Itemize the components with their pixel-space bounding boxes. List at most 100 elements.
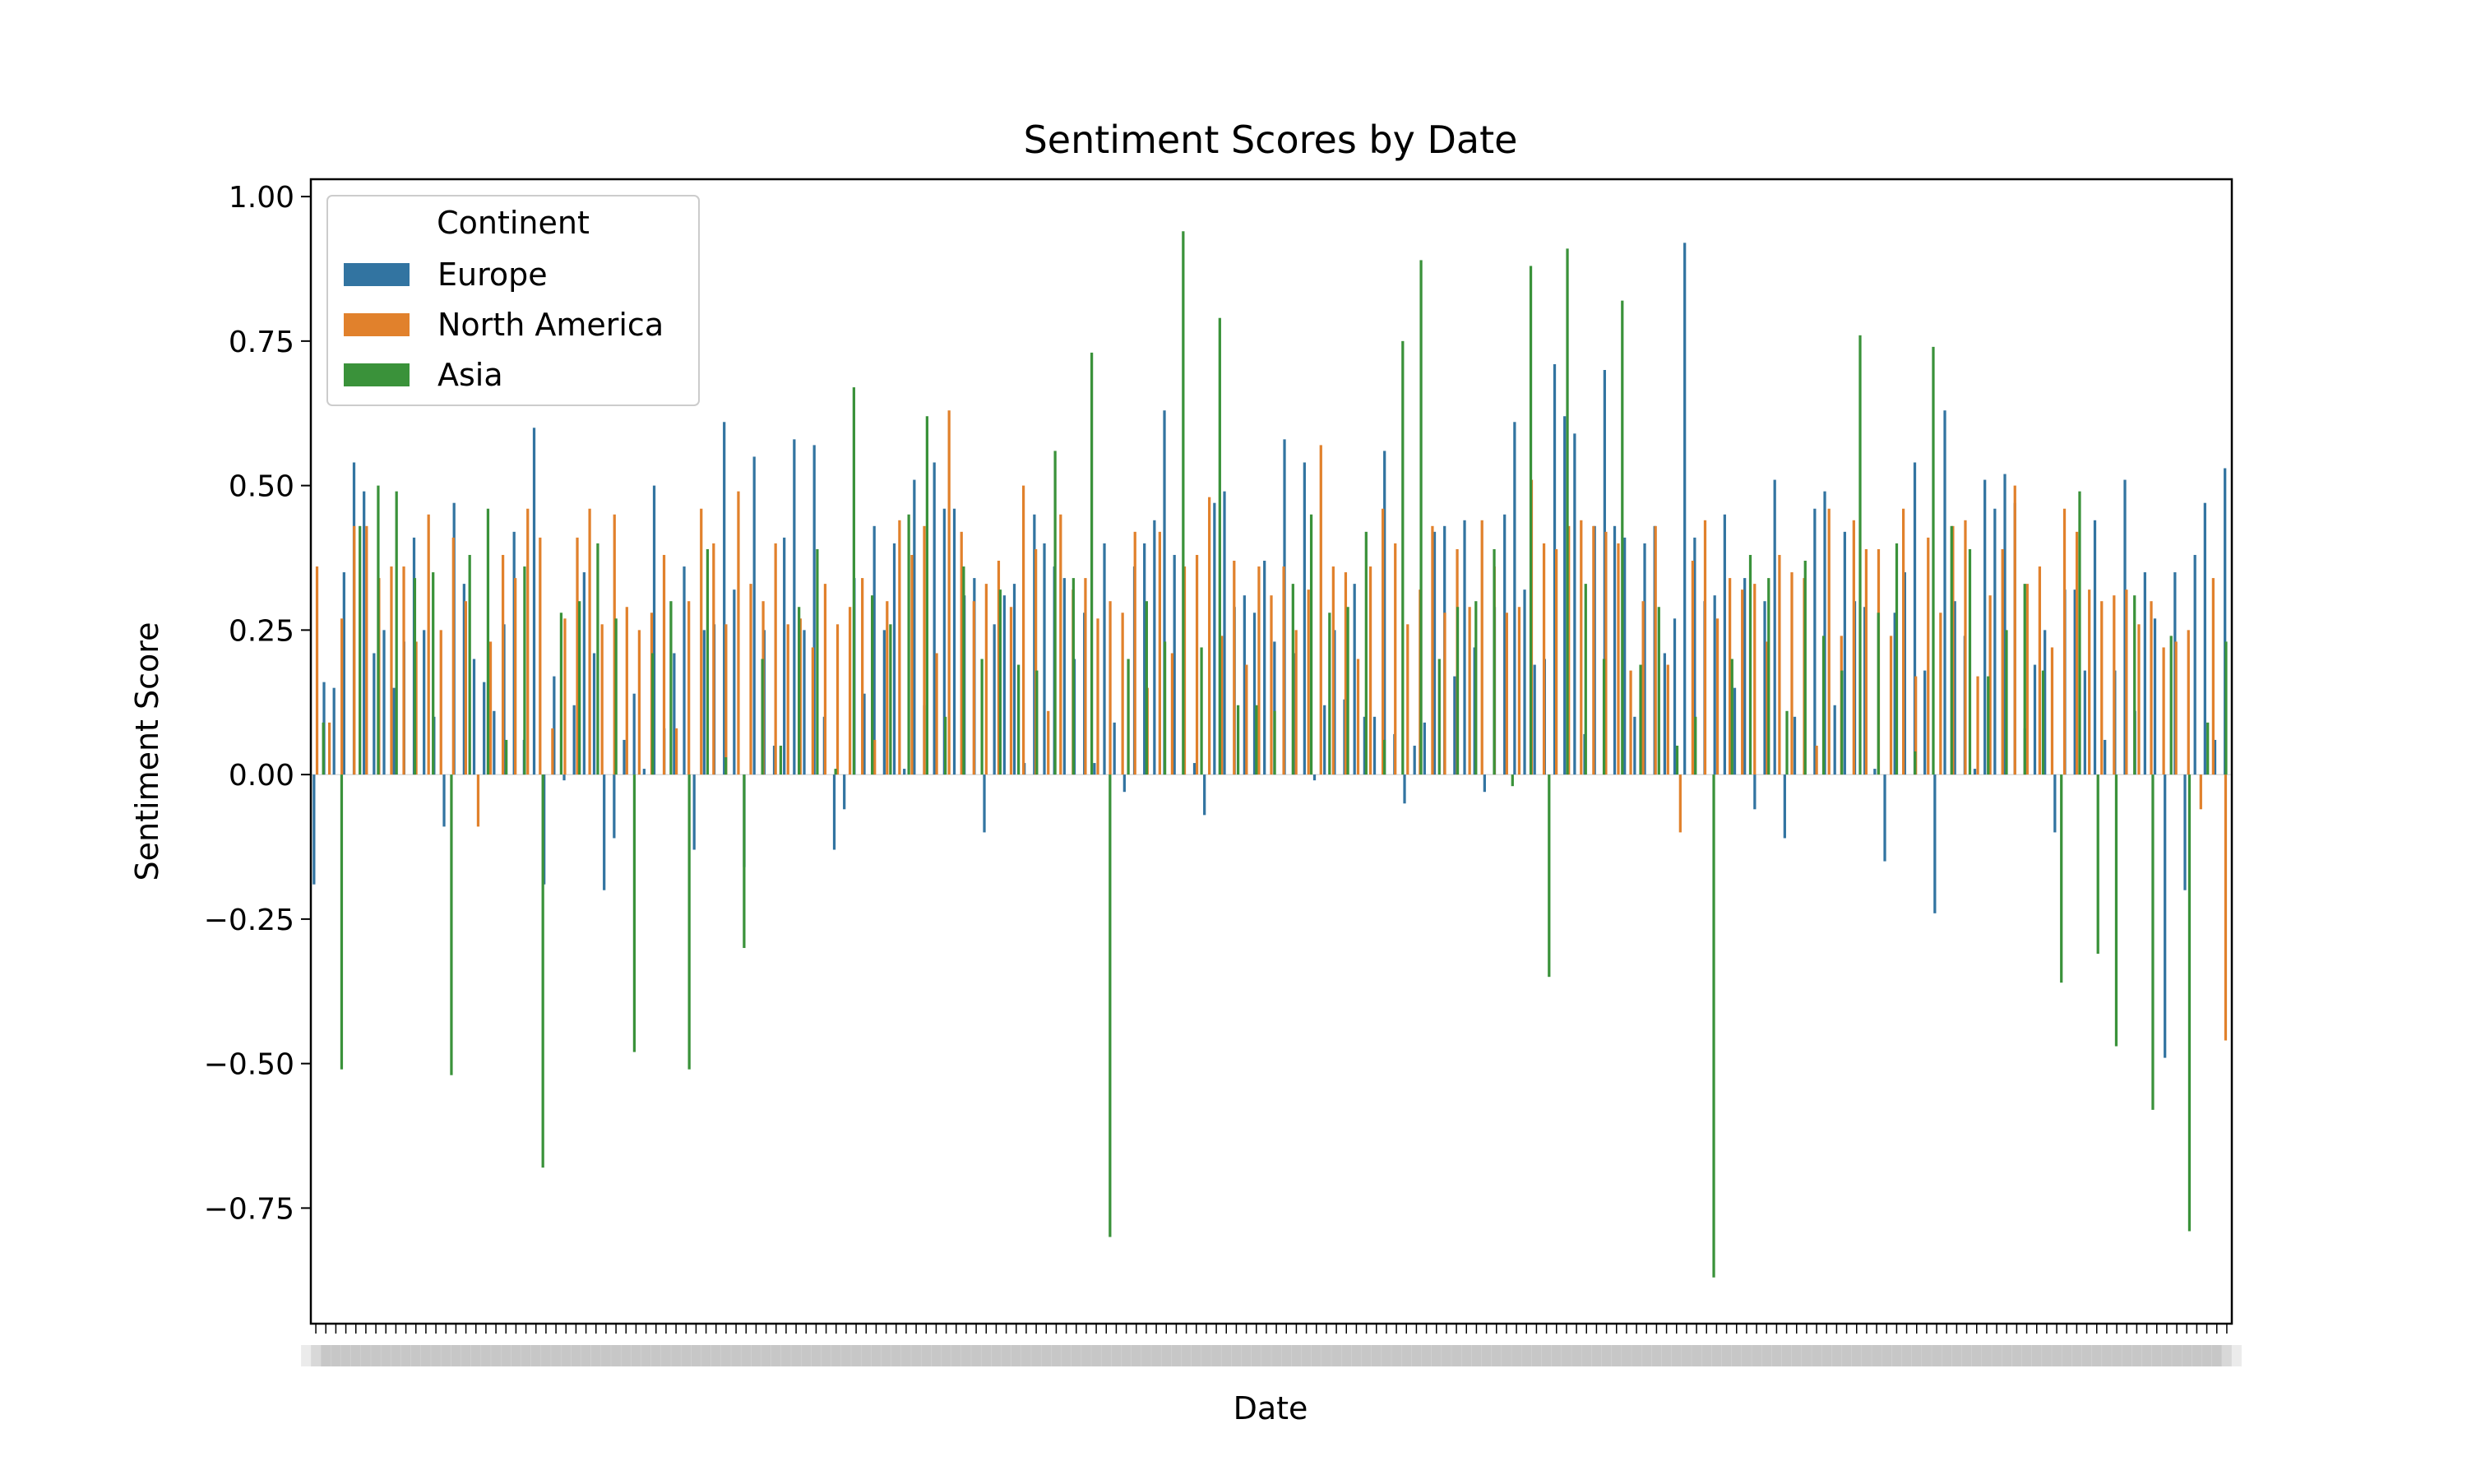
bar: [1346, 607, 1349, 775]
x-tick-label: [1922, 1345, 1952, 1366]
bar: [423, 630, 426, 775]
x-tick-label: [1221, 1345, 1252, 1366]
bar: [1113, 722, 1116, 775]
x-tick-label: [961, 1345, 992, 1366]
bar: [834, 769, 837, 775]
x-tick-label: [590, 1345, 621, 1366]
bar: [816, 548, 819, 775]
x-tick-label: [901, 1345, 932, 1366]
bar: [774, 543, 777, 775]
x-tick-label: [2011, 1345, 2042, 1366]
bar: [1553, 363, 1557, 775]
bar: [1431, 525, 1434, 775]
legend-swatch: [344, 263, 410, 286]
bar: [1889, 636, 1893, 775]
x-tick-label: [921, 1345, 951, 1366]
x-tick-label: [1971, 1345, 2002, 1366]
bar: [872, 525, 876, 775]
series-asia: [322, 231, 2228, 1278]
legend-label: Europe: [437, 257, 548, 293]
legend-title: Continent: [437, 205, 590, 241]
bar: [863, 693, 866, 775]
bar: [1939, 613, 1942, 775]
bar: [1932, 346, 1935, 775]
x-tick-label: [891, 1345, 921, 1366]
bar: [1406, 624, 1409, 775]
x-tick-label: [1382, 1345, 1412, 1366]
x-tick-label: [2112, 1345, 2142, 1366]
bar: [439, 630, 442, 775]
bar: [1158, 531, 1161, 775]
bar: [723, 422, 726, 775]
bar: [803, 630, 806, 775]
x-tick-label: [1651, 1345, 1682, 1366]
bar: [1059, 514, 1062, 775]
bar: [1852, 520, 1855, 775]
bar: [673, 653, 676, 775]
x-tick-label: [1141, 1345, 1172, 1366]
bar: [1951, 525, 1955, 775]
y-tick-label: −0.75: [204, 1192, 294, 1226]
x-tick-label: [1431, 1345, 1461, 1366]
x-tick-label: [1711, 1345, 1742, 1366]
x-tick-label: [801, 1345, 831, 1366]
x-tick-label: [1251, 1345, 1281, 1366]
bar: [873, 739, 877, 775]
x-tick-label: [2031, 1345, 2062, 1366]
bar: [1741, 589, 1744, 775]
x-tick-label: [2172, 1345, 2202, 1366]
x-tick-label: [1271, 1345, 1302, 1366]
bar: [1145, 601, 1148, 775]
bar: [464, 601, 468, 775]
x-tick-label: [1752, 1345, 1782, 1366]
y-axis: −0.75 −0.50 −0.25 0.00 0.25 0.50 0.75 1.00: [204, 181, 311, 1226]
x-tick-label: [671, 1345, 701, 1366]
bar: [562, 774, 566, 781]
x-tick-label: [391, 1345, 421, 1366]
bar: [942, 508, 946, 775]
bar: [1456, 607, 1460, 775]
bar: [632, 774, 636, 1052]
bar: [1988, 595, 1992, 775]
bar: [1748, 554, 1752, 775]
x-tick-label: [1231, 1345, 1261, 1366]
bar: [1009, 607, 1013, 775]
bar: [2213, 739, 2217, 775]
bar: [1273, 710, 1276, 775]
bar: [687, 601, 691, 775]
bar: [1913, 462, 1917, 775]
x-tick-label: [721, 1345, 752, 1366]
bar: [1663, 653, 1666, 775]
bar: [733, 589, 736, 775]
bar: [889, 624, 892, 775]
bar: [2164, 774, 2167, 1058]
x-tick-label: [931, 1345, 961, 1366]
bar: [1633, 716, 1636, 775]
legend-swatch: [344, 363, 410, 386]
y-tick-label: 0.25: [229, 614, 294, 648]
x-tick-label: [2071, 1345, 2102, 1366]
bar: [2075, 531, 2079, 775]
bar: [2224, 468, 2227, 775]
x-tick-label: [410, 1345, 441, 1366]
bar: [700, 508, 703, 775]
x-tick-label: [2201, 1345, 2232, 1366]
bar: [1654, 525, 1657, 775]
x-tick-label: [1661, 1345, 1692, 1366]
bar: [1474, 601, 1478, 775]
x-tick-label: [841, 1345, 872, 1366]
bar: [1401, 340, 1405, 775]
x-tick-label: [1731, 1345, 1761, 1366]
bar: [468, 554, 471, 775]
bar: [1785, 710, 1789, 775]
bar: [1621, 300, 1624, 775]
x-tick-label: [1031, 1345, 1062, 1366]
x-tick-labels: [301, 1345, 2242, 1366]
x-tick-label: [1511, 1345, 1542, 1366]
x-tick-label: [1491, 1345, 1521, 1366]
bar: [523, 566, 526, 775]
bar: [1767, 578, 1770, 775]
bar: [1122, 774, 1126, 793]
x-tick-label: [2052, 1345, 2082, 1366]
bar: [1923, 670, 1927, 775]
